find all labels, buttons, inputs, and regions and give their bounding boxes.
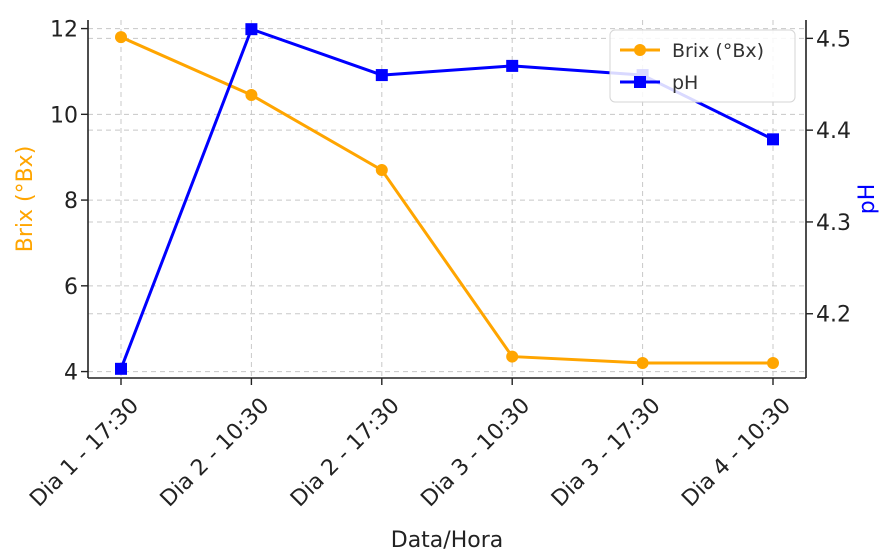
legend-label: Brix (°Bx) — [672, 40, 764, 62]
y-right-tick-label: 4.5 — [816, 27, 851, 52]
grid-lines — [88, 20, 806, 378]
data-point-circle — [506, 350, 519, 363]
y-left-tick-label: 6 — [64, 275, 78, 300]
x-axis-title: Data/Hora — [391, 528, 503, 553]
data-point-circle — [636, 356, 649, 369]
data-point-square — [245, 23, 258, 36]
legend-item: pH — [620, 72, 698, 94]
legend-box — [609, 29, 796, 103]
y-axis-right-title: pH — [855, 184, 880, 215]
y-left-tick-label: 12 — [50, 18, 78, 43]
data-point-square — [506, 59, 519, 72]
y-left-tick-label: 10 — [50, 103, 78, 128]
x-tick-label: Dia 3 - 17:30 — [547, 393, 666, 512]
data-point-square — [767, 133, 779, 146]
y-axis-left-title: Brix (°Bx) — [13, 146, 38, 253]
y-left-tick-label: 8 — [64, 189, 78, 214]
data-point-circle — [767, 356, 779, 369]
y-left-tick-label: 4 — [64, 361, 78, 386]
data-point-square — [375, 69, 388, 82]
y-right-tick-label: 4.2 — [816, 303, 851, 328]
x-tick-label: Dia 3 - 10:30 — [416, 393, 535, 512]
x-tick-label: Dia 1 - 17:30 — [25, 393, 144, 512]
legend-item: Brix (°Bx) — [620, 40, 764, 62]
data-point-square — [115, 362, 127, 375]
x-tick-label: Dia 2 - 17:30 — [286, 393, 405, 512]
data-point-circle — [115, 31, 127, 44]
legend: Brix (°Bx) pH — [609, 29, 796, 103]
legend-marker-square — [634, 76, 646, 88]
legend-marker-circle — [634, 44, 646, 56]
legend-label: pH — [672, 72, 698, 94]
data-point-circle — [375, 164, 388, 177]
y-right-tick-label: 4.3 — [816, 211, 851, 236]
x-tick-label: Dia 2 - 10:30 — [156, 393, 275, 512]
data-point-circle — [245, 89, 258, 102]
x-tick-label: Dia 4 - 10:30 — [677, 393, 796, 512]
y-right-tick-label: 4.4 — [816, 119, 851, 144]
axes — [81, 20, 813, 385]
